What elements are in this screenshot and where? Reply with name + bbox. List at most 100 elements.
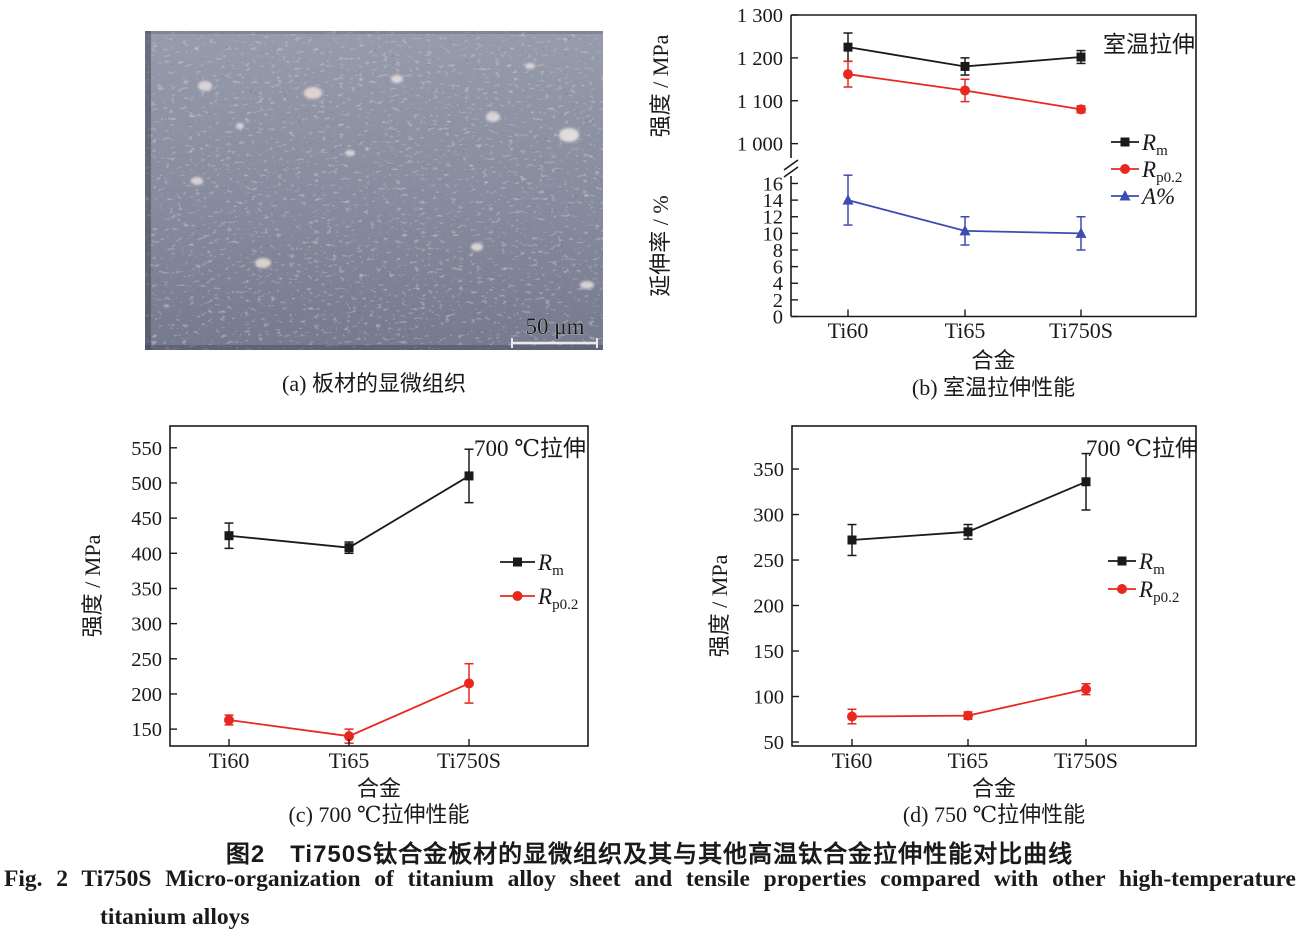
y-tick-label: 8: [773, 240, 783, 262]
y-tick-label: 6: [773, 257, 783, 279]
panel-0: 150 200 250 300 350 400 450 500 550 强度 / MPa: [80, 438, 177, 741]
series-Rm: [847, 452, 1091, 557]
y-tick-label: 100: [753, 687, 784, 709]
legend-marker: [1117, 556, 1127, 566]
axis-break: [783, 159, 799, 178]
legend-marker: [512, 591, 523, 601]
panel-a-caption: (a) 板材的显微组织: [282, 371, 466, 396]
legend-label: Rm: [537, 550, 564, 579]
y-tick-label: 14: [763, 190, 784, 212]
y-tick-label: 150: [753, 641, 784, 663]
panel-0: 50 100 150 200 250 300 350 强度 / MPa: [707, 459, 799, 754]
panel-title: 室温拉伸: [1103, 32, 1195, 57]
x-tick-label: Ti60: [828, 318, 869, 343]
panel-0: 1 000 1 100 1 200 1 300 强度 / MPa: [648, 5, 798, 158]
micrograph-needle-texture-dark: [145, 31, 603, 350]
y-tick-label: 1 300: [737, 5, 783, 27]
legend-marker: [1117, 584, 1127, 594]
micrograph-panel: 50 μm: [145, 31, 603, 350]
scale-bar-label: 50 μm: [526, 314, 585, 339]
plot-frame: [791, 425, 1197, 747]
micrograph-edge-shadow-top: [145, 31, 603, 34]
data-marker: [847, 535, 857, 545]
y-tick-label: 300: [753, 505, 784, 527]
frame-lines: [791, 14, 1197, 318]
data-marker: [843, 42, 853, 52]
y-tick-label: 350: [753, 459, 784, 481]
y-axis-label: 强度 / MPa: [80, 534, 105, 637]
x-tick-label: Ti60: [832, 748, 873, 773]
data-marker: [464, 678, 474, 689]
legend-label: Rp0.2: [1141, 157, 1182, 186]
x-tick-label: Ti750S: [1054, 748, 1118, 773]
legend-label: Rp0.2: [1138, 577, 1179, 606]
x-tick-label: Ti65: [945, 318, 986, 343]
micrograph-edge-shadow-bottom: [145, 345, 603, 350]
break-slash: [783, 166, 799, 178]
y-tick-label: 50: [764, 732, 785, 754]
x-tick-label: Ti60: [209, 748, 250, 773]
x-tick-label: Ti750S: [437, 748, 501, 773]
data-marker: [224, 714, 234, 725]
x-tick-label: Ti65: [948, 748, 989, 773]
x-axis: Ti60 Ti65 Ti750S 合金: [828, 309, 1113, 373]
data-marker: [224, 531, 234, 541]
data-marker: [344, 543, 354, 553]
legend-marker: [1119, 190, 1131, 201]
x-axis-label: 合金: [971, 348, 1015, 373]
data-marker: [464, 471, 474, 481]
figure-caption-english-line1: Fig. 2 Ti750S Micro-organization of tita…: [4, 866, 1296, 892]
y-tick-label: 250: [753, 550, 784, 572]
data-marker: [1075, 227, 1087, 238]
y-tick-label: 4: [773, 273, 783, 295]
x-axis: Ti60 Ti65 Ti750S 合金: [832, 739, 1118, 801]
y-axis-label: 强度 / MPa: [648, 34, 673, 137]
legend-marker: [513, 557, 522, 567]
legend-label: A%: [1140, 184, 1175, 209]
data-marker: [1081, 477, 1091, 487]
legend-marker: [1120, 164, 1130, 174]
x-tick-label: Ti65: [329, 748, 370, 773]
y-tick-label: 200: [131, 684, 162, 706]
series-Rm: [224, 448, 474, 555]
data-marker: [1081, 684, 1091, 695]
y-tick-label: 250: [131, 649, 162, 671]
panel-caption: (c) 700 ℃拉伸性能: [288, 802, 469, 827]
frame-rect: [791, 425, 1197, 747]
data-marker: [963, 527, 973, 537]
y-tick-label: 16: [763, 173, 784, 195]
data-marker: [847, 711, 857, 722]
legend-label: Rp0.2: [537, 584, 578, 613]
data-marker: [1076, 104, 1086, 115]
y-tick-label: 0: [773, 307, 783, 329]
plot-frame: [169, 425, 589, 747]
data-marker: [959, 224, 971, 236]
figure-caption-english-line2: titanium alloys: [100, 904, 250, 930]
micrograph-light-spots: [191, 63, 594, 289]
y-tick-label: 150: [131, 719, 162, 741]
panel-caption: (d) 750 ℃拉伸性能: [903, 802, 1085, 827]
frame-rect: [169, 425, 589, 747]
x-axis: Ti60 Ti65 Ti750S 合金: [209, 739, 501, 801]
series-Rp02: [224, 662, 474, 744]
series-line: [228, 475, 470, 549]
panel-title: 700 ℃拉伸: [474, 436, 586, 461]
series-Rp02: [847, 683, 1091, 725]
scale-bar: 50 μm: [511, 314, 598, 348]
y-tick-label: 2: [773, 290, 783, 312]
data-marker: [960, 85, 970, 96]
y-tick-label: 500: [131, 473, 162, 495]
micrograph-edge-shadow-left: [145, 31, 151, 350]
data-marker: [842, 194, 854, 205]
legend: Rm Rp0.2: [500, 550, 578, 613]
legend-label: Rm: [1141, 130, 1168, 159]
data-marker: [1076, 52, 1086, 62]
y-tick-label: 300: [131, 614, 162, 636]
x-tick-label: Ti750S: [1049, 318, 1113, 343]
y-tick-label: 1 000: [737, 134, 783, 156]
